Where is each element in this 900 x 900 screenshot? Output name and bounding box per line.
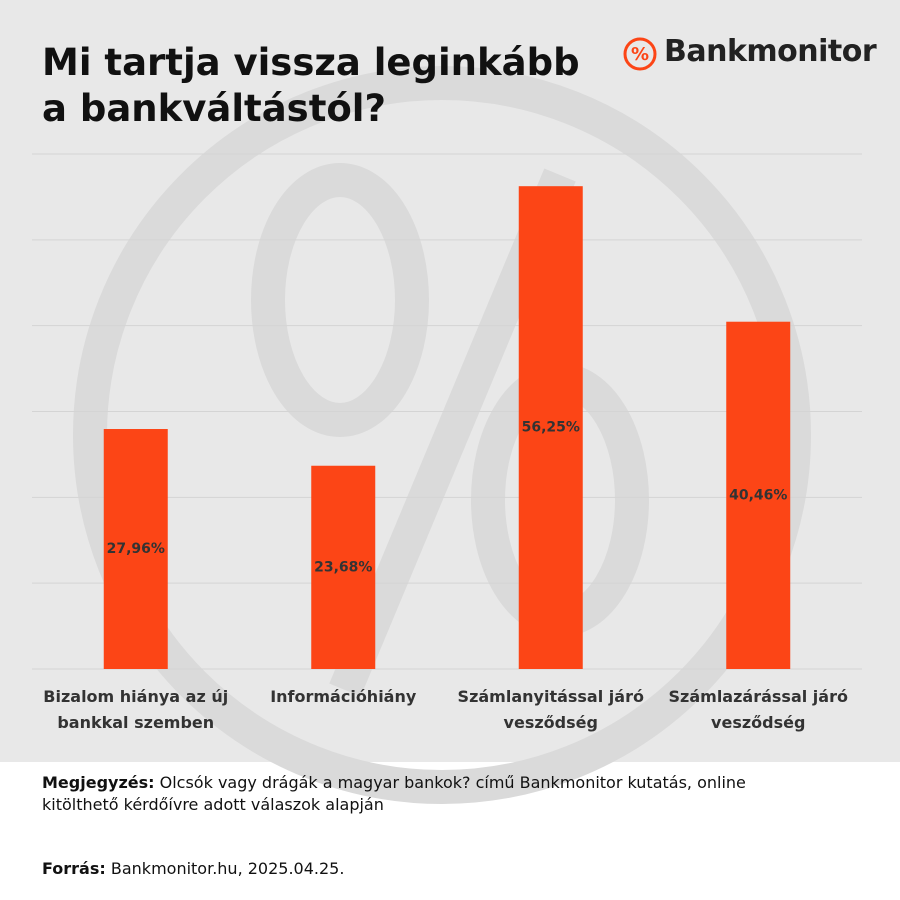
bar: [103, 429, 168, 669]
logo-icon: %: [623, 37, 657, 71]
source-label: Forrás:: [42, 859, 106, 878]
bar: [311, 465, 376, 669]
x-tick-label: Információhiány: [270, 687, 417, 706]
watermark: [73, 66, 811, 804]
x-tick-label: Bizalom hiánya az új bankkal szemben: [43, 687, 229, 732]
source-text: Bankmonitor.hu, 2025.04.25.: [110, 859, 345, 878]
source: Forrás: Bankmonitor.hu, 2025.04.25.: [42, 858, 802, 880]
x-tick-label: Számlanyitással járó vesződség: [457, 687, 644, 732]
chart-title: Mi tartja vissza leginkább a bankváltást…: [42, 41, 580, 130]
value-label: 27,96%: [107, 541, 165, 557]
bar: [726, 321, 791, 669]
value-label: 56,25%: [522, 420, 580, 436]
svg-text:%: %: [631, 44, 649, 65]
x-tick-label: Számlazárással járó vesződség: [668, 687, 848, 732]
note-text: Olcsók vagy drágák a magyar bankok? című…: [42, 773, 746, 814]
value-label: 23,68%: [314, 559, 372, 575]
note-label: Megjegyzés:: [42, 773, 155, 792]
note: Megjegyzés: Olcsók vagy drágák a magyar …: [42, 772, 802, 816]
bar: [518, 186, 583, 669]
brand: Bankmonitor: [664, 34, 877, 69]
value-label: 40,46%: [729, 487, 787, 503]
